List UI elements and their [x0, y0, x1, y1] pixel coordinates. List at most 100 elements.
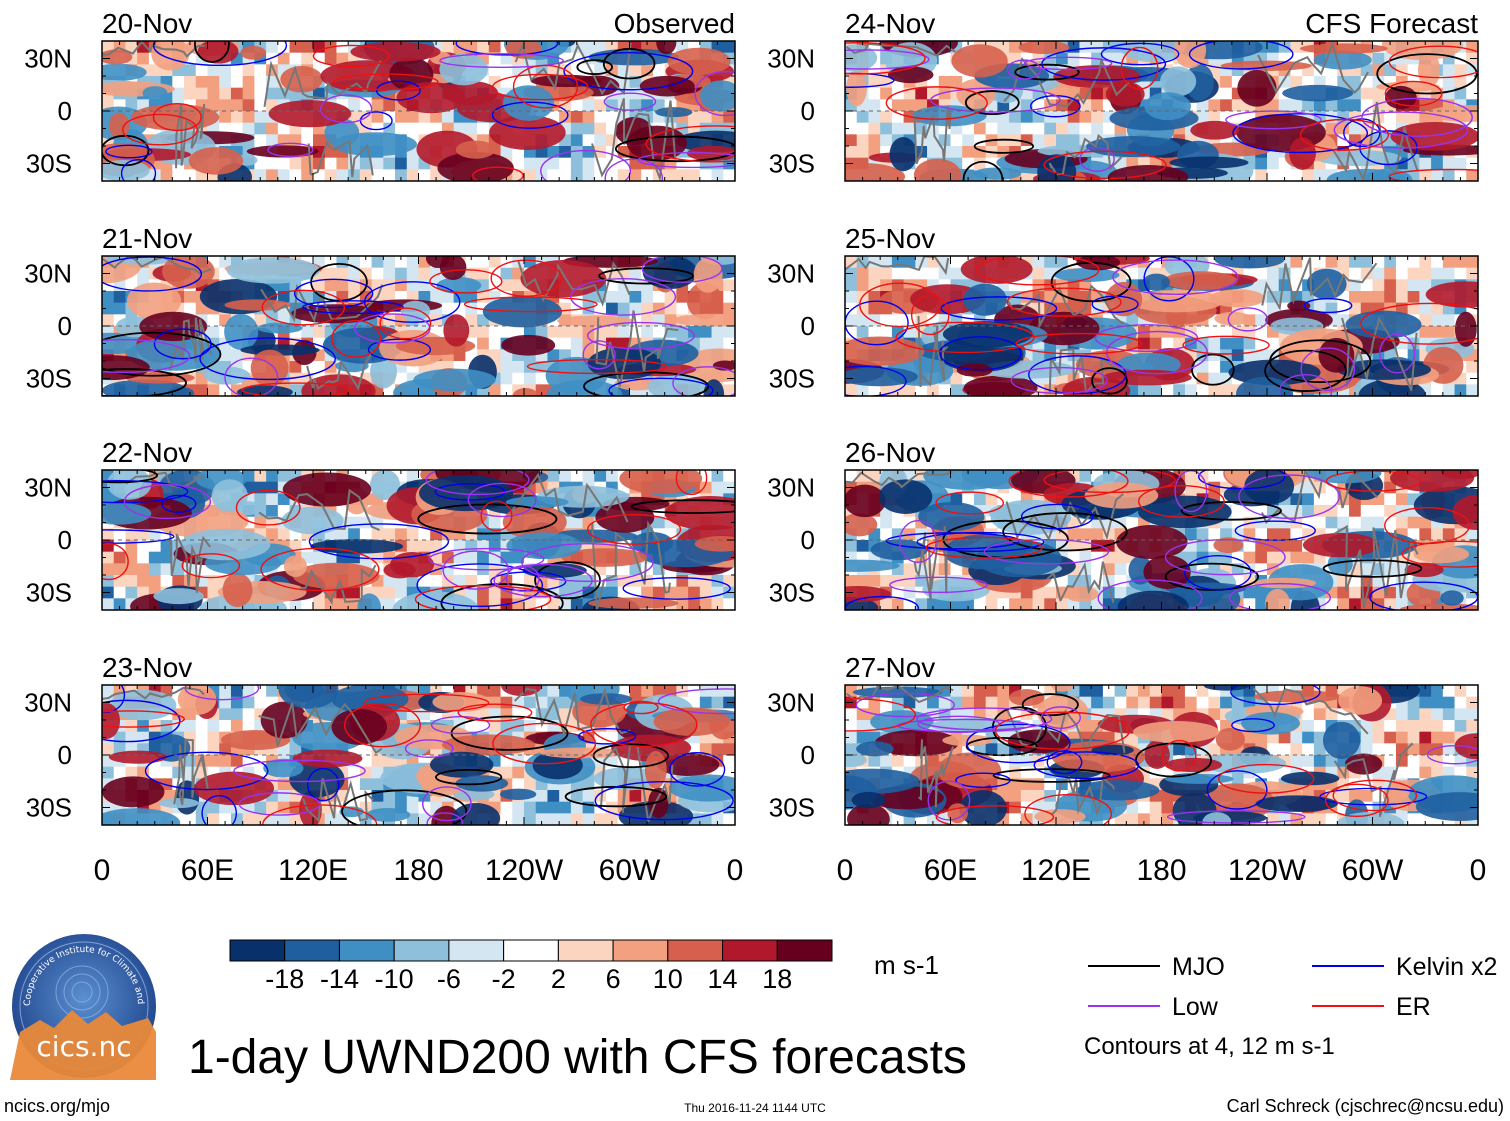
legend-note: Contours at 4, 12 m s-1 — [1084, 1033, 1335, 1060]
contours-low — [889, 470, 1340, 610]
contours-er — [845, 42, 1478, 181]
y-tick-label: 0 — [58, 96, 72, 126]
panel-date-label: 25-Nov — [845, 223, 935, 254]
swirl-icon — [55, 965, 109, 1019]
colorbar-label: -2 — [492, 964, 516, 994]
contours-low — [267, 53, 735, 181]
map-panel-20-Nov: 30N 0 30S 20-Nov Observed — [24, 8, 736, 182]
contours-er — [925, 470, 1478, 568]
contours-low — [184, 685, 735, 825]
panel-date-label: 27-Nov — [845, 652, 935, 683]
contours-mjo — [1050, 261, 1372, 395]
legend: MJO Kelvin x2 Low ER — [1088, 953, 1497, 1021]
y-tick-label: 0 — [58, 525, 72, 555]
colorbar-swatch — [722, 939, 778, 962]
y-tick-label: 30N — [767, 688, 815, 718]
y-tick-label: 30S — [26, 793, 72, 823]
x-tick-label: 60E — [924, 854, 977, 887]
colorbar: -18 -14 -10 -6 -2 2 6 10 14 18 — [229, 939, 833, 994]
map-panel-26-Nov: 30N 0 30S 26-Nov — [767, 437, 1479, 611]
x-tick-label: 60W — [599, 854, 661, 887]
y-tick-label: 30S — [769, 793, 815, 823]
wind-anomaly-field — [845, 256, 1478, 396]
y-tick-label: 0 — [58, 740, 72, 770]
contours-er — [122, 44, 735, 181]
coastlines — [845, 256, 1418, 395]
contours-er — [102, 470, 708, 610]
colorbar-swatch — [284, 939, 340, 962]
panel-date-label: 20-Nov — [102, 8, 192, 39]
colorbar-label: 10 — [653, 964, 683, 994]
column-label: CFS Forecast — [1305, 8, 1478, 39]
colorbar-swatch — [448, 939, 505, 962]
y-tick-label: 0 — [801, 740, 815, 770]
legend-label: MJO — [1172, 953, 1225, 981]
x-tick-label: 0 — [837, 854, 854, 887]
figure-title: 1-day UWND200 with CFS forecasts — [188, 1031, 967, 1084]
y-tick-label: 30N — [767, 259, 815, 289]
contours-er — [859, 256, 1478, 355]
map-panel-24-Nov: 30N 0 30S 24-Nov CFS Forecast — [767, 8, 1479, 182]
x-tick-label: 120E — [278, 854, 348, 887]
wind-anomaly-field — [845, 685, 1478, 825]
colorbar-swatch — [776, 939, 833, 962]
site-link[interactable]: ncics.org/mjo — [4, 1096, 110, 1116]
timestamp: Thu 2016-11-24 1144 UTC — [684, 1101, 826, 1115]
y-tick-label: 30N — [24, 44, 72, 74]
map-panel-27-Nov: 30N 0 30S 27-Nov — [767, 652, 1479, 826]
colorbar-label: 2 — [551, 964, 566, 994]
wind-anomaly-field — [102, 685, 735, 825]
colorbar-swatch — [503, 939, 559, 962]
column-label: Observed — [614, 8, 735, 39]
contours-kelvin-x2 — [102, 685, 734, 825]
y-tick-label: 30S — [769, 578, 815, 608]
legend-label: ER — [1396, 993, 1431, 1021]
contours-low — [123, 470, 654, 598]
map-panel-23-Nov: 30N 0 30S 23-Nov — [24, 652, 736, 826]
y-tick-label: 30S — [26, 364, 72, 394]
colorbar-swatch — [612, 939, 669, 962]
cics-logo: cics.nc Cooperative Institute for Climat… — [10, 932, 156, 1080]
x-tick-label: 120W — [485, 854, 564, 887]
colorbar-units: m s-1 — [874, 950, 939, 980]
colorbar-swatch — [338, 939, 395, 962]
y-tick-label: 30N — [24, 473, 72, 503]
colorbar-label: -6 — [437, 964, 461, 994]
legend-label: Kelvin x2 — [1396, 953, 1497, 981]
x-tick-label: 0 — [1470, 854, 1487, 887]
contours-kelvin-x2 — [102, 256, 714, 396]
mountain-icon — [10, 1010, 156, 1080]
x-tick-label: 60W — [1342, 854, 1404, 887]
map-panel-25-Nov: 30N 0 30S 25-Nov — [767, 223, 1479, 397]
contours-kelvin-x2 — [955, 685, 1428, 810]
contours-mjo — [962, 53, 1478, 181]
x-tick-label: 180 — [393, 854, 443, 887]
y-tick-label: 0 — [58, 311, 72, 341]
y-tick-label: 30S — [769, 364, 815, 394]
panel-date-label: 24-Nov — [845, 8, 935, 39]
y-tick-label: 0 — [801, 96, 815, 126]
x-axes: 0 60E 120E 180 120W 60W 0 0 60E 120E 180 120W 60W 0 — [94, 854, 1487, 887]
y-tick-label: 0 — [801, 525, 815, 555]
y-tick-label: 30S — [26, 578, 72, 608]
y-tick-label: 0 — [801, 311, 815, 341]
colorbar-label: 18 — [762, 964, 792, 994]
contours-er — [845, 698, 1418, 825]
contours-mjo — [102, 262, 710, 396]
map-panel-21-Nov: 30N 0 30S 21-Nov — [24, 223, 736, 397]
panel-date-label: 23-Nov — [102, 652, 192, 683]
logo-text: cics.nc — [36, 1030, 131, 1063]
colorbar-swatch — [557, 939, 614, 962]
y-tick-label: 30N — [767, 44, 815, 74]
colorbar-swatch — [229, 939, 286, 962]
coastlines — [102, 256, 679, 391]
x-tick-label: 0 — [727, 854, 744, 887]
wind-anomaly-field — [845, 41, 1478, 181]
wind-anomaly-field — [102, 256, 735, 396]
y-tick-label: 30N — [24, 688, 72, 718]
colorbar-label: -10 — [375, 964, 414, 994]
colorbar-swatch — [667, 939, 724, 962]
colorbar-swatch — [393, 939, 450, 962]
